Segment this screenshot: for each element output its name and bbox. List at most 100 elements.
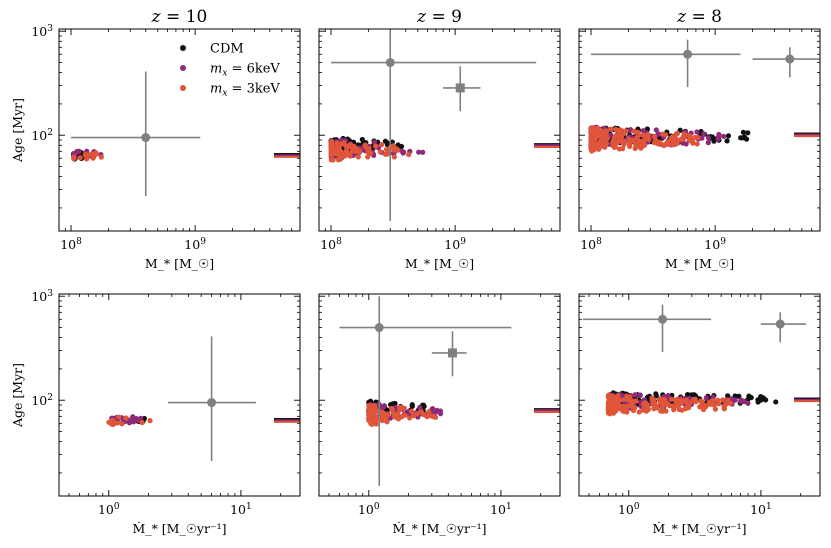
galaxy-point-cdm [390, 401, 396, 407]
x-axis-label: Ṁ_* [M_☉yr⁻¹] [133, 521, 227, 536]
galaxy-point-3kev [119, 421, 125, 427]
simulated-galaxies [328, 135, 426, 163]
axes-frame [578, 293, 821, 497]
galaxy-point-3kev [671, 407, 677, 413]
legend-label: CDM [210, 42, 244, 57]
galaxy-point-3kev [426, 409, 432, 415]
x-tick-label: 101 [750, 502, 772, 517]
galaxy-point-6kev [637, 392, 643, 398]
galaxy-point-3kev [366, 411, 372, 417]
y-axis-label: Age [Myr] [10, 363, 25, 428]
simulated-galaxies [588, 124, 751, 154]
galaxy-point-6kev [372, 139, 378, 145]
galaxy-point-6kev [437, 408, 444, 414]
galaxy-point-3kev [686, 137, 692, 143]
observation-1 [591, 39, 741, 88]
galaxy-point-3kev [409, 408, 415, 414]
galaxy-point-3kev [618, 134, 625, 140]
galaxy-point-3kev [687, 400, 693, 406]
observation-marker-circle [374, 323, 384, 333]
observation-marker-circle [207, 398, 217, 408]
galaxy-point-3kev [588, 126, 594, 133]
galaxy-point-3kev [328, 152, 334, 158]
galaxy-point-3kev [608, 126, 614, 132]
galaxy-point-3kev [636, 138, 642, 144]
galaxy-point-3kev [606, 404, 613, 411]
galaxy-point-3kev [682, 406, 689, 412]
galaxy-point-3kev [424, 414, 430, 420]
galaxy-point-3kev [668, 396, 675, 402]
observation-1 [339, 296, 512, 486]
galaxy-point-3kev [98, 154, 104, 160]
galaxy-point-3kev [335, 157, 342, 163]
galaxy-point-6kev [701, 131, 707, 137]
galaxy-point-3kev [330, 157, 336, 163]
galaxy-point-3kev [650, 397, 656, 404]
x-axis-label: M_* [M_☉] [665, 256, 734, 271]
galaxy-point-3kev [430, 413, 436, 420]
x-tick-label: 100 [618, 502, 640, 517]
galaxy-point-3kev [639, 143, 645, 149]
galaxy-point-3kev [633, 398, 639, 404]
panel-r1-c3: 108 109 z = 8 M_* [M_☉] [578, 7, 821, 271]
galaxy-point-3kev [373, 421, 379, 427]
galaxy-point-3kev [693, 399, 699, 405]
galaxy-point-3kev [697, 404, 703, 410]
observation-2 [431, 331, 467, 377]
observation-1 [71, 71, 201, 197]
observation-marker-circle [385, 58, 395, 68]
galaxy-point-3kev [420, 411, 426, 417]
galaxy-point-3kev [655, 141, 661, 147]
galaxy-point-3kev [661, 401, 667, 407]
galaxy-point-3kev [382, 151, 389, 157]
galaxy-point-3kev [620, 408, 626, 414]
galaxy-point-3kev [346, 143, 352, 149]
galaxy-point-3kev [328, 140, 334, 146]
axes-frame [58, 293, 301, 497]
y-tick-label: 102 [31, 128, 53, 143]
galaxy-point-3kev [651, 406, 657, 412]
galaxy-point-3kev [612, 408, 619, 414]
galaxy-point-cdm [740, 135, 746, 141]
galaxy-point-3kev [695, 134, 701, 141]
galaxy-point-cdm [773, 399, 779, 405]
galaxy-point-3kev [77, 155, 83, 161]
galaxy-point-3kev [589, 135, 596, 141]
y-tick-label: 103 [31, 24, 53, 39]
galaxy-point-3kev [391, 414, 397, 420]
galaxy-point-3kev [362, 142, 368, 148]
simulated-galaxies [605, 390, 779, 417]
galaxy-point-3kev [681, 131, 687, 137]
galaxy-point-6kev [131, 419, 137, 425]
observation-marker-circle [683, 49, 693, 59]
axes-frame [58, 28, 301, 232]
galaxy-point-3kev [365, 149, 371, 155]
galaxy-point-3kev [334, 140, 340, 146]
galaxy-point-3kev [712, 406, 719, 412]
galaxy-point-3kev [619, 128, 625, 134]
legend-marker [180, 65, 186, 71]
axes-frame [318, 28, 561, 232]
galaxy-point-3kev [596, 126, 602, 132]
x-tick-label: 101 [230, 502, 252, 517]
galaxy-point-6kev [399, 148, 405, 154]
galaxy-point-3kev [379, 417, 385, 424]
x-tick-label: 101 [490, 502, 512, 517]
galaxy-point-3kev [603, 132, 609, 138]
galaxy-point-3kev [645, 132, 651, 138]
galaxy-point-6kev [741, 398, 747, 405]
galaxy-point-3kev [397, 407, 403, 413]
galaxy-point-cdm [724, 138, 730, 144]
galaxy-point-3kev [605, 410, 611, 416]
legend-label: mx = 3keV [210, 82, 280, 99]
galaxy-point-3kev [613, 402, 619, 409]
galaxy-point-6kev [381, 403, 387, 409]
galaxy-point-6kev [632, 392, 638, 398]
galaxy-point-3kev [667, 402, 673, 409]
observation-marker-circle [785, 54, 795, 64]
observation-1 [167, 336, 256, 462]
observation-2 [443, 66, 481, 112]
legend: CDM mx = 6keV mx = 3keV [180, 42, 280, 99]
